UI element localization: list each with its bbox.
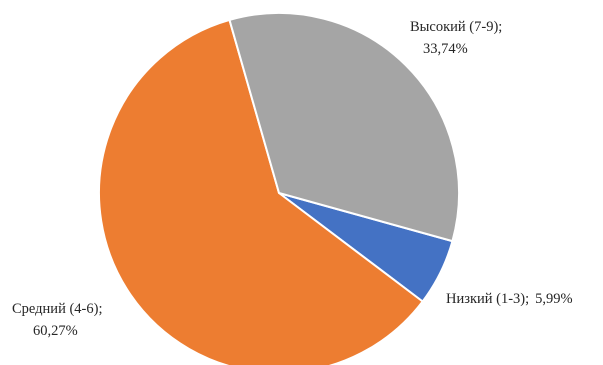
label-high-separator: ;	[498, 19, 502, 35]
svg-text:33,74%: 33,74%	[423, 41, 468, 57]
label-low-separator: ;	[525, 291, 529, 307]
svg-text:Низкий (1-3);5,99%: Низкий (1-3); 5,99%	[446, 291, 573, 307]
slice-high	[228, 12, 460, 243]
pie-slices	[98, 12, 460, 365]
label-medium-value: 60,27%	[33, 323, 78, 339]
label-high-category: Высокий (7-9)	[410, 19, 498, 35]
label-low-value: 5,99%	[535, 291, 572, 307]
label-low-category: Низкий (1-3)	[446, 291, 525, 307]
svg-text:Средний (4-6);: Средний (4-6);	[12, 301, 102, 317]
data-label-medium: Средний (4-6); 60,27%	[12, 301, 102, 339]
data-label-low: Низкий (1-3); 5,99%	[446, 291, 573, 307]
data-label-high: Высокий (7-9); 33,74%	[410, 19, 502, 57]
svg-text:60,27%: 60,27%	[33, 323, 78, 339]
label-medium-category: Средний (4-6)	[12, 301, 99, 317]
slice-medium	[98, 18, 424, 365]
label-high-value: 33,74%	[423, 41, 468, 57]
svg-text:Высокий (7-9);: Высокий (7-9);	[410, 19, 502, 35]
label-medium-separator: ;	[98, 301, 102, 317]
